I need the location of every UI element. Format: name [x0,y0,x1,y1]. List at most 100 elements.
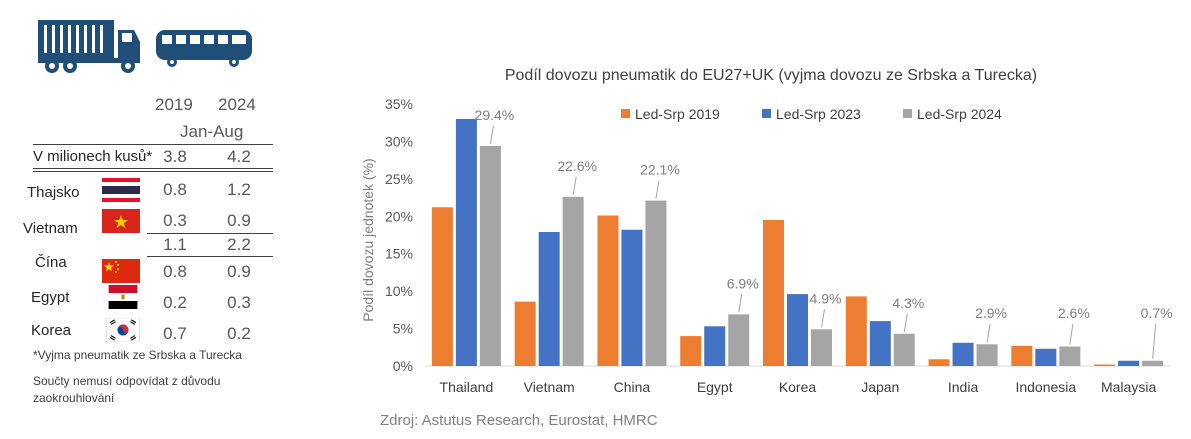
bar [728,314,750,366]
legend-label: Led-Srp 2024 [917,106,1002,122]
data-label-leader [903,313,908,332]
egypt-2019: 0.2 [163,293,187,312]
data-label: 2.9% [975,305,1007,321]
legend-label: Led-Srp 2019 [635,106,720,122]
korea-2024: 0.2 [227,324,251,343]
bar [597,215,619,366]
bar [645,200,667,366]
bar [1142,360,1164,366]
bar [514,301,536,366]
country-label: Čína [35,254,67,271]
legend-swatch [621,109,630,118]
data-label-leader [655,180,660,199]
data-label: 22.6% [557,158,597,174]
y-tick-label: 30% [385,133,413,149]
x-tick-label: Egypt [697,379,733,395]
data-label: 22.1% [640,162,680,178]
bar [562,196,584,366]
truck-icon [38,20,140,73]
vietnam-2019: 0.3 [163,211,187,230]
subtotal-divider [147,256,273,257]
table-divider [33,168,273,169]
data-label-leader [489,125,494,145]
x-tick-label: Malaysia [1101,379,1156,395]
footnote-exclusion: *Vyjma pneumatik ze Srbska a Turecka [33,348,242,362]
table-divider [33,171,273,172]
thailand-flag-icon [102,178,140,202]
bar [787,294,808,366]
bar [621,229,643,366]
bar [704,326,726,366]
data-label-leader [821,309,825,328]
x-tick-label: Korea [779,379,817,395]
legend-swatch [903,109,912,118]
x-tick-label: China [614,379,651,395]
y-tick-label: 0% [393,358,413,374]
bar [1094,364,1116,366]
egypt-flag-icon [108,285,138,309]
y-tick-label: 15% [385,246,413,262]
data-label-leader [1069,323,1074,345]
bar [976,344,998,366]
x-tick-label: Vietnam [524,379,575,395]
vietnam-flag-icon [102,209,140,233]
x-tick-label: Japan [861,379,899,395]
period-label: Jan-Aug [180,122,244,141]
year-2019-header: 2019 [155,95,193,114]
bar [479,145,501,366]
country-label: Thajsko [27,184,80,201]
table-divider [33,144,273,145]
y-tick-label: 10% [385,283,413,299]
subtotal-divider [147,233,273,234]
country-label: Vietnam [23,220,78,237]
y-tick-label: 5% [393,321,413,337]
y-tick-label: 35% [385,96,413,112]
vehicle-icons [38,20,268,85]
source-note: Zdroj: Astutus Research, Eurostat, HMRC [380,412,658,429]
korea-flag-icon [106,318,140,342]
bar [1059,346,1081,366]
bar [811,329,832,366]
x-tick-label: Indonesia [1015,379,1076,395]
data-label-leader [1152,323,1157,359]
bar [455,118,477,366]
bar [1035,348,1057,366]
bus-icon [156,30,252,67]
egypt-2024: 0.3 [227,293,251,312]
bar [869,321,891,366]
thailand-2019: 0.8 [163,180,187,199]
chart-title: Podíl dovozu pneumatik do EU27+UK (vyjma… [505,67,1037,84]
bar [680,336,702,366]
country-label: Egypt [31,289,70,306]
data-label-leader [986,323,991,343]
data-label: 2.6% [1058,305,1090,321]
total-label: V milionech kusů* [33,148,153,165]
bar [893,333,915,366]
x-tick-label: Thailand [440,379,494,395]
vietnam-2024: 0.9 [227,211,251,230]
total-2024: 4.2 [227,147,251,166]
data-label: 6.9% [727,275,759,291]
data-label: 0.7% [1141,305,1173,321]
total-2019: 3.8 [163,147,187,166]
legend-label: Led-Srp 2023 [776,106,861,122]
china-flag-icon [102,259,140,283]
bar [1118,360,1140,366]
data-label: 4.9% [810,290,842,306]
y-axis-label: Podíl dovozu jednotek (%) [360,158,376,321]
year-2024-header: 2024 [218,95,256,114]
bar [538,232,560,366]
country-label: Korea [31,322,72,339]
bar [928,359,950,366]
bar [763,220,784,366]
subtotal-2024: 2.2 [227,235,251,254]
bar [952,342,974,366]
data-label: 29.4% [475,107,515,123]
data-label-leader [738,294,743,313]
footnote-rounding-1: Součty nemusí odpovídat z důvodu [33,374,221,388]
korea-2019: 0.7 [163,324,187,343]
thailand-2024: 1.2 [227,180,251,199]
footnote-rounding-2: zaokrouhlování [33,391,115,405]
subtotal-2019: 1.1 [163,235,187,254]
